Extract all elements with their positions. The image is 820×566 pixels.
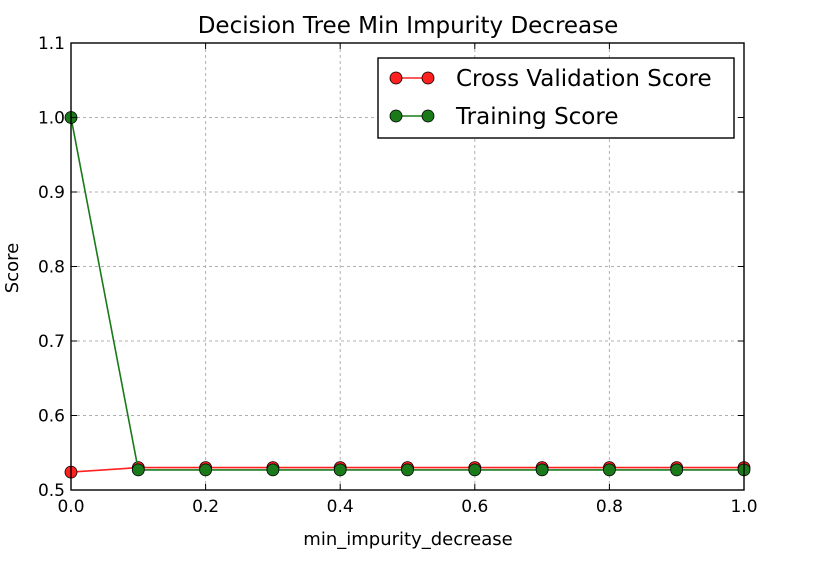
legend-box	[377, 57, 735, 139]
series-1-point	[333, 463, 347, 477]
series-line-1	[70, 117, 744, 471]
series-1-point	[535, 463, 549, 477]
y-tick-label: 1.1	[38, 34, 65, 54]
y-tick-label: 0.7	[38, 332, 65, 352]
legend: Cross Validation Score Training Score	[377, 57, 735, 139]
axis-ticks: 0.0 0.2 0.4 0.6 0.8 1.0 0.5 0.6 0.7 0.8 0.9 1.0 1.1	[38, 34, 758, 517]
series-1-point	[199, 463, 213, 477]
series-1-point	[401, 463, 414, 477]
series-1-point	[670, 463, 684, 477]
legend-marker	[389, 71, 403, 85]
y-tick-label: 0.9	[38, 183, 65, 203]
x-tick-label: 1.0	[730, 497, 757, 517]
x-tick-label: 0.6	[461, 497, 488, 517]
x-tick-label: 0.8	[596, 497, 623, 517]
y-tick-label: 0.6	[38, 407, 65, 427]
series-layer	[64, 111, 751, 479]
y-tick-label: 0.5	[38, 481, 65, 501]
x-tick-label: 0.4	[327, 497, 354, 517]
legend-marker	[421, 109, 435, 123]
y-tick-label: 1.0	[38, 109, 65, 129]
x-tick-label: 0.0	[57, 497, 84, 517]
legend-label: Cross Validation Score	[456, 66, 712, 92]
series-1-point	[468, 463, 482, 477]
x-axis-label: min_impurity_decrease	[303, 529, 512, 550]
legend-marker	[389, 109, 403, 123]
legend-marker	[421, 71, 435, 85]
series-1-point	[131, 463, 145, 477]
series-1-point	[266, 463, 280, 477]
series-1-point	[603, 463, 616, 477]
y-tick-label: 0.8	[38, 258, 65, 278]
chart-title: Decision Tree Min Impurity Decrease	[198, 13, 619, 39]
legend-label: Training Score	[455, 104, 618, 130]
y-axis-label: Score	[2, 243, 23, 293]
x-tick-label: 0.2	[192, 497, 219, 517]
